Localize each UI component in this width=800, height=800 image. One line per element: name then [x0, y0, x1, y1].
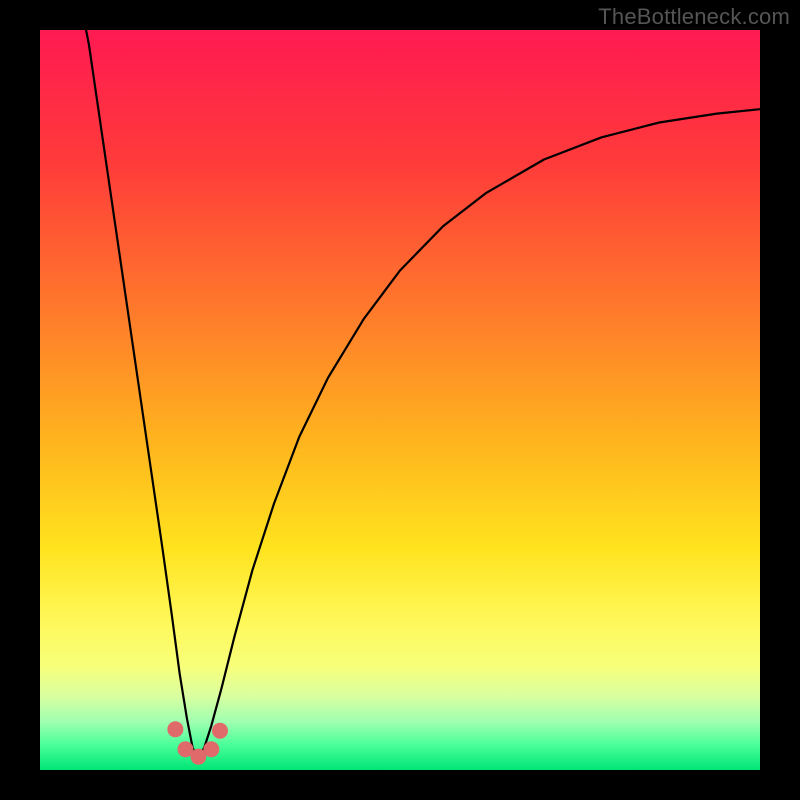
gradient-background [40, 30, 760, 770]
watermark-text: TheBottleneck.com [598, 4, 790, 30]
chart-stage: TheBottleneck.com [0, 0, 800, 800]
trough-marker [212, 723, 228, 739]
trough-marker [203, 741, 219, 757]
bottleneck-chart [0, 0, 800, 800]
trough-marker [167, 721, 183, 737]
plot-area [40, 15, 760, 770]
